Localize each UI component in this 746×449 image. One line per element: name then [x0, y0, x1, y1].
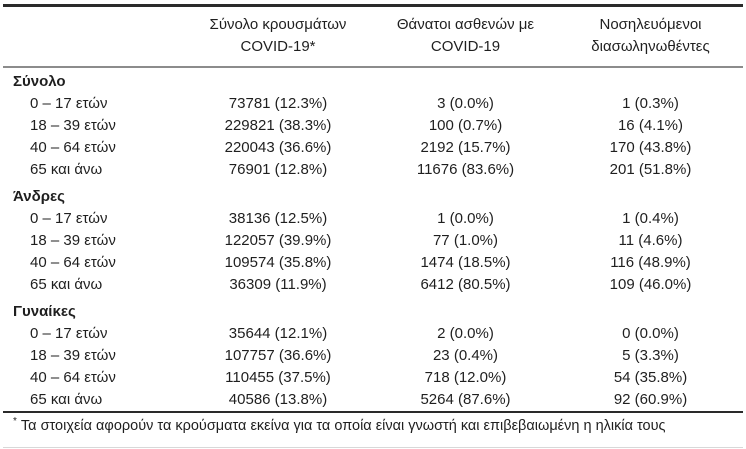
footnote-asterisk: * — [13, 416, 17, 428]
header-deaths: Θάνατοι ασθενών με COVID-19 — [373, 4, 558, 68]
cases-value: 122057 (39.9%) — [224, 232, 332, 249]
header-total-cases: Σύνολο κρουσμάτων COVID-19* — [183, 4, 373, 68]
header-intubated: Νοσηλευόμενοι διασωληνωθέντες — [558, 4, 743, 68]
table-footer: * Τα στοιχεία αφορούν τα κρούσματα εκείνα… — [3, 411, 743, 442]
table-row: 65 και άνω 40586 (13.8%) 5264 (87.6%) 92… — [3, 389, 743, 412]
table-row: 18 – 39 ετών 122057 (39.9%) 77 (1.0%) 11… — [3, 230, 743, 252]
table-header: Σύνολο κρουσμάτων COVID-19* Θάνατοι ασθε… — [3, 4, 743, 68]
intubated-value: 54 (35.8%) — [613, 369, 688, 386]
intubated-value: 92 (60.9%) — [613, 391, 688, 408]
age-group-label: 40 – 64 ετών — [30, 369, 116, 386]
deaths-value: 23 (0.4%) — [432, 347, 499, 364]
header-deaths-line2: COVID-19 — [430, 38, 501, 55]
deaths-value: 11676 (83.6%) — [416, 161, 515, 178]
cases-value: 35644 (12.1%) — [228, 325, 328, 342]
section-title: Σύνολο — [13, 73, 66, 90]
header-intubated-line1: Νοσηλευόμενοι — [599, 16, 702, 33]
footnote-text: Τα στοιχεία αφορούν τα κρούσματα εκείνα … — [20, 418, 666, 434]
intubated-value: 0 (0.0%) — [622, 325, 679, 342]
table-row: 40 – 64 ετών 109574 (35.8%) 1474 (18.5%)… — [3, 252, 743, 274]
cases-value: 36309 (11.9%) — [229, 276, 327, 293]
section-title-row: Άνδρες — [3, 181, 743, 208]
age-group-label: 65 και άνω — [30, 161, 103, 178]
header-intubated-line2: διασωληνωθέντες — [591, 38, 710, 55]
section-title: Γυναίκες — [13, 303, 76, 320]
age-group-label: 0 – 17 ετών — [30, 95, 108, 112]
intubated-value: 109 (46.0%) — [609, 276, 692, 293]
deaths-value: 3 (0.0%) — [437, 95, 494, 112]
bottom-divider — [3, 447, 743, 448]
age-group-label: 18 – 39 ετών — [30, 232, 116, 249]
table-row: 0 – 17 ετών 73781 (12.3%) 3 (0.0%) 1 (0.… — [3, 93, 743, 115]
age-group-label: 65 και άνω — [30, 391, 103, 408]
intubated-value: 116 (48.9%) — [610, 254, 691, 271]
intubated-value: 16 (4.1%) — [617, 117, 684, 134]
age-group-label: 40 – 64 ετών — [30, 139, 116, 156]
table-row: 18 – 39 ετών 107757 (36.6%) 23 (0.4%) 5 … — [3, 345, 743, 367]
cases-value: 38136 (12.5%) — [228, 210, 328, 227]
intubated-value: 5 (3.3%) — [622, 347, 679, 364]
deaths-value: 6412 (80.5%) — [420, 276, 511, 293]
table-body: Σύνολο 0 – 17 ετών 73781 (12.3%) 3 (0.0%… — [3, 67, 743, 412]
intubated-value: 11 (4.6%) — [618, 232, 683, 249]
section-title: Άνδρες — [13, 188, 65, 205]
cases-value: 76901 (12.8%) — [228, 161, 328, 178]
cases-value: 40586 (13.8%) — [228, 391, 328, 408]
intubated-value: 1 (0.4%) — [622, 210, 679, 227]
cases-value: 107757 (36.6%) — [224, 347, 332, 364]
section-title-row: Γυναίκες — [3, 296, 743, 323]
deaths-value: 1474 (18.5%) — [420, 254, 511, 271]
header-row: Σύνολο κρουσμάτων COVID-19* Θάνατοι ασθε… — [3, 4, 743, 68]
intubated-value: 1 (0.3%) — [622, 95, 679, 112]
age-group-label: 65 και άνω — [30, 276, 103, 293]
deaths-value: 5264 (87.6%) — [420, 391, 511, 408]
section-title-row: Σύνολο — [3, 67, 743, 93]
header-total-cases-line1: Σύνολο κρουσμάτων — [209, 16, 347, 33]
deaths-value: 718 (12.0%) — [424, 369, 507, 386]
header-total-cases-line2: COVID-19* — [240, 38, 316, 55]
header-deaths-line1: Θάνατοι ασθενών με — [396, 16, 535, 33]
cases-value: 220043 (36.6%) — [224, 139, 332, 156]
header-empty — [3, 4, 183, 68]
deaths-value: 77 (1.0%) — [432, 232, 499, 249]
cases-value: 110455 (37.5%) — [225, 369, 331, 386]
cases-value: 109574 (35.8%) — [224, 254, 332, 271]
age-group-label: 18 – 39 ετών — [30, 117, 116, 134]
table-row: 18 – 39 ετών 229821 (38.3%) 100 (0.7%) 1… — [3, 115, 743, 137]
age-group-label: 0 – 17 ετών — [30, 325, 108, 342]
deaths-value: 2192 (15.7%) — [420, 139, 511, 156]
age-group-label: 40 – 64 ετών — [30, 254, 116, 271]
intubated-value: 170 (43.8%) — [609, 139, 692, 156]
deaths-value: 1 (0.0%) — [437, 210, 494, 227]
deaths-value: 100 (0.7%) — [428, 117, 503, 134]
table-row: 40 – 64 ετών 110455 (37.5%) 718 (12.0%) … — [3, 367, 743, 389]
age-group-label: 18 – 39 ετών — [30, 347, 116, 364]
deaths-value: 2 (0.0%) — [437, 325, 494, 342]
footnote-row: * Τα στοιχεία αφορούν τα κρούσματα εκείνα… — [3, 411, 743, 442]
table-row: 0 – 17 ετών 35644 (12.1%) 2 (0.0%) 0 (0.… — [3, 323, 743, 345]
cases-value: 73781 (12.3%) — [228, 95, 328, 112]
age-group-label: 0 – 17 ετών — [30, 210, 108, 227]
cases-value: 229821 (38.3%) — [224, 117, 332, 134]
covid-age-table: Σύνολο κρουσμάτων COVID-19* Θάνατοι ασθε… — [3, 4, 743, 442]
table-row: 40 – 64 ετών 220043 (36.6%) 2192 (15.7%)… — [3, 137, 743, 159]
table-row: 65 και άνω 76901 (12.8%) 11676 (83.6%) 2… — [3, 159, 743, 181]
table-row: 65 και άνω 36309 (11.9%) 6412 (80.5%) 10… — [3, 274, 743, 296]
table-row: 0 – 17 ετών 38136 (12.5%) 1 (0.0%) 1 (0.… — [3, 208, 743, 230]
footnote-cell: * Τα στοιχεία αφορούν τα κρούσματα εκείνα… — [3, 411, 743, 442]
intubated-value: 201 (51.8%) — [609, 161, 692, 178]
